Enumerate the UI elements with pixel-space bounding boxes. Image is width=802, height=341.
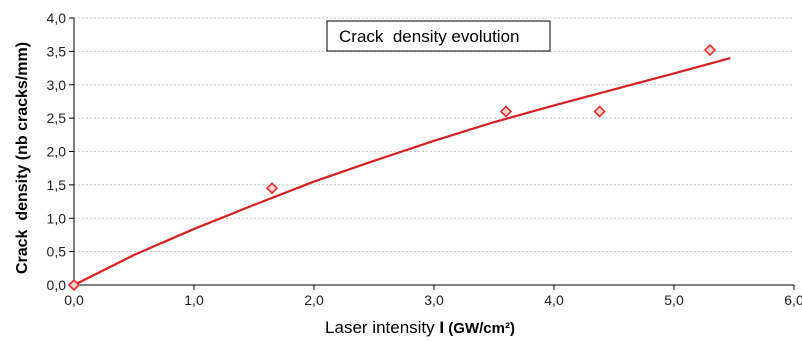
x-tick-label: 3,0 [424, 292, 444, 308]
x-tick-label: 2,0 [304, 292, 324, 308]
trendline [73, 56, 731, 286]
x-tick-label: 6,0 [784, 292, 802, 308]
axes [69, 17, 795, 290]
chart-title: Crack density evolution [339, 27, 519, 46]
grid [74, 17, 794, 253]
x-axis-title-prefix: Laser intensity [325, 318, 439, 337]
y-tick-label: 2,0 [47, 144, 67, 160]
y-tick-label: 3,5 [47, 43, 67, 59]
y-tick-label: 1,5 [47, 177, 67, 193]
y-tick-label: 1,0 [47, 210, 67, 226]
y-tick-labels: 0,0 0,5 1,0 1,5 2,0 2,5 3,0 3,5 4,0 [47, 10, 67, 293]
y-tick-label: 3,0 [47, 77, 67, 93]
x-tick-label: 5,0 [664, 292, 684, 308]
data-point-diamond [593, 105, 606, 118]
data-point-diamond [67, 278, 81, 292]
data-point-diamond [703, 43, 717, 57]
x-tick-label: 4,0 [544, 292, 564, 308]
y-tick-label: 4,0 [47, 10, 67, 26]
x-tick-label: 1,0 [184, 292, 204, 308]
x-axis-title: Laser intensity I (GW/cm²) [325, 318, 515, 337]
chart-title-box: Crack density evolution [326, 20, 551, 52]
y-tick-label: 0,0 [47, 277, 67, 293]
x-axis-title-symbol: I [439, 318, 444, 337]
x-tick-labels: 0,0 1,0 2,0 3,0 4,0 5,0 6,0 [64, 292, 802, 308]
y-axis-title: Crack density (nb cracks/mm) [14, 42, 31, 274]
data-point-diamond [265, 182, 279, 195]
x-tick-label: 0,0 [64, 292, 84, 308]
chart-title-frame [326, 20, 551, 52]
y-tick-label: 0,5 [47, 244, 67, 260]
series [67, 43, 731, 292]
y-tick-label: 2,5 [47, 110, 67, 126]
data-point-diamond [499, 105, 513, 118]
x-axis-title-unit: (GW/cm²) [444, 320, 515, 337]
